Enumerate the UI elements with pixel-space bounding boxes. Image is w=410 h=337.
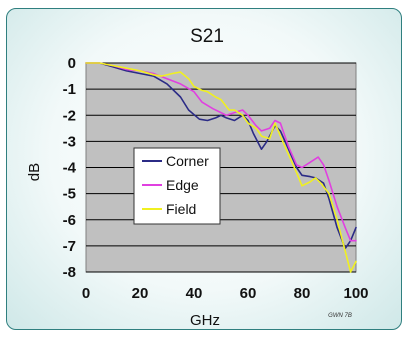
x-tick-label: 40: [186, 285, 203, 302]
chart-frame: S21 0 -1 -2 -3 -4 -5 -6 -7 -8 0 20 40 60 80 100 GHz d…: [6, 8, 402, 330]
y-tick-label: -4: [63, 160, 77, 177]
chart-svg: S21 0 -1 -2 -3 -4 -5 -6 -7 -8 0 20 40 60 80 100 GHz d…: [26, 26, 369, 329]
watermark-label: GWN 7B: [328, 313, 352, 319]
x-tick-label: 0: [82, 285, 90, 302]
x-tick-label: 80: [294, 285, 311, 302]
y-tick-label: -3: [63, 133, 76, 150]
gridlines: [86, 62, 356, 273]
y-tick-label: -2: [63, 107, 76, 124]
series-line-corner: [85, 62, 357, 250]
x-tick-labels: 0 20 40 60 80 100: [82, 285, 369, 302]
legend-label-edge: Edge: [166, 177, 199, 193]
legend-label-field: Field: [166, 201, 196, 217]
series-layer: [85, 62, 357, 273]
y-axis-label: dB: [26, 163, 43, 181]
x-tick-label: 60: [240, 285, 257, 302]
legend-label-corner: Corner: [166, 153, 209, 169]
x-tick-label: 20: [132, 285, 149, 302]
y-tick-label: -7: [63, 238, 76, 255]
legend: Corner Edge Field: [133, 147, 221, 225]
x-axis-label: GHz: [190, 312, 220, 329]
y-tick-label: -8: [63, 264, 76, 281]
chart-title: S21: [190, 26, 224, 47]
x-tick-label: 100: [343, 285, 368, 302]
series-line-field: [85, 62, 357, 273]
y-tick-label: -6: [63, 212, 76, 229]
y-tick-label: 0: [68, 55, 76, 72]
y-tick-label: -1: [63, 81, 76, 98]
y-tick-label: -5: [63, 186, 76, 203]
y-tick-labels: 0 -1 -2 -3 -4 -5 -6 -7 -8: [63, 55, 77, 281]
